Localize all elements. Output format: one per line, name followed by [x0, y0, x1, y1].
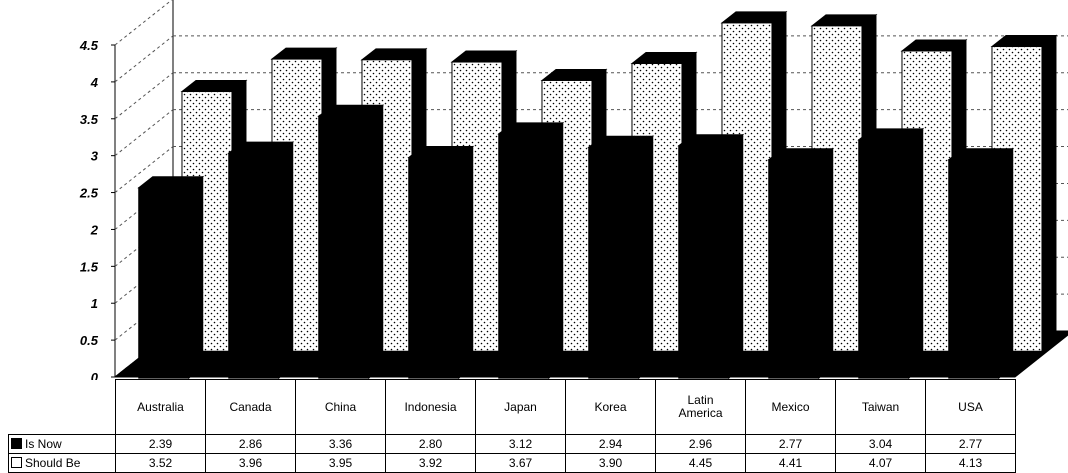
- side-gridline: [114, 109, 174, 157]
- legend-is-now-label: Is Now: [25, 437, 62, 451]
- bar-is-now: [317, 104, 385, 380]
- bar-is-now: [227, 141, 295, 380]
- legend-should-be: Should Be: [8, 453, 116, 473]
- bar-is-now: [497, 121, 565, 380]
- side-gridline: [114, 0, 173, 46]
- y-axis: 0 0.5 1 1.5 2 2.5 3 3.5 4 4.5: [79, 38, 115, 380]
- should-be-row: Should Be 3.52 3.96 3.95 3.92 3.67 3.90 4.45 4.…: [8, 453, 1016, 473]
- category-label: China: [295, 379, 386, 435]
- is-now-value: 2.94: [565, 434, 656, 454]
- y-tick-label: 4.5: [79, 38, 99, 53]
- bar-is-now: [137, 175, 205, 380]
- is-now-value: 2.80: [385, 434, 476, 454]
- should-be-value: 3.90: [565, 453, 656, 473]
- y-tick-label: 1: [91, 296, 98, 311]
- is-now-value: 3.12: [475, 434, 566, 454]
- category-label: Japan: [475, 379, 566, 435]
- is-now-row: Is Now 2.39 2.86 3.36 2.80 3.12 2.94 2.96 2.77 3…: [8, 434, 1016, 454]
- bar-is-now: [587, 135, 655, 380]
- is-now-value: 2.86: [205, 434, 296, 454]
- is-now-value: 2.39: [115, 434, 206, 454]
- legend-is-now: Is Now: [8, 434, 116, 454]
- side-gridline: [114, 35, 174, 83]
- category-label: Taiwan: [835, 379, 926, 435]
- category-label: Indonesia: [385, 379, 476, 435]
- should-be-value: 3.52: [115, 453, 206, 473]
- bar-is-now: [677, 133, 745, 380]
- bar-is-now: [767, 147, 835, 380]
- category-label: Korea: [565, 379, 656, 435]
- solid-swatch-icon: [11, 438, 22, 449]
- should-be-value: 3.96: [205, 453, 296, 473]
- category-label: USA: [925, 379, 1016, 435]
- category-label: Canada: [205, 379, 296, 435]
- bars: [137, 10, 1058, 380]
- data-table: Australia Canada China Indonesia Japan Korea L…: [8, 379, 1016, 473]
- y-tick-label: 1.5: [80, 259, 99, 274]
- should-be-value: 3.95: [295, 453, 386, 473]
- y-tick-label: 0: [91, 370, 99, 380]
- is-now-value: 2.77: [745, 434, 836, 454]
- y-tick-label: 3.5: [80, 112, 99, 127]
- dotted-swatch-icon: [11, 457, 22, 468]
- category-label: Latin America: [655, 379, 746, 435]
- y-tick-label: 3: [91, 149, 99, 164]
- should-be-value: 4.13: [925, 453, 1016, 473]
- is-now-value: 3.04: [835, 434, 926, 454]
- side-gridline: [114, 72, 174, 120]
- is-now-value: 2.96: [655, 434, 746, 454]
- should-be-value: 4.45: [655, 453, 746, 473]
- bar-is-now: [857, 127, 925, 380]
- bar-is-now: [407, 145, 475, 380]
- y-tick-label: 2.5: [79, 186, 99, 201]
- y-tick-label: 2: [90, 222, 99, 237]
- table-corner: [9, 380, 116, 435]
- bar-is-now: [947, 147, 1015, 380]
- should-be-value: 4.41: [745, 453, 836, 473]
- is-now-value: 3.36: [295, 434, 386, 454]
- y-tick-label: 4: [90, 75, 99, 90]
- category-header-row: Australia Canada China Indonesia Japan Korea L…: [9, 379, 1016, 435]
- should-be-value: 3.67: [475, 453, 566, 473]
- category-label: Australia: [115, 379, 206, 435]
- is-now-value: 2.77: [925, 434, 1016, 454]
- should-be-value: 4.07: [835, 453, 926, 473]
- should-be-value: 3.92: [385, 453, 476, 473]
- bar-chart: 0 0.5 1 1.5 2 2.5 3 3.5 4 4.5: [79, 0, 1068, 380]
- category-label: Mexico: [745, 379, 836, 435]
- side-gridline: [114, 146, 174, 193]
- y-tick-label: 0.5: [80, 333, 99, 348]
- legend-should-be-label: Should Be: [25, 456, 81, 470]
